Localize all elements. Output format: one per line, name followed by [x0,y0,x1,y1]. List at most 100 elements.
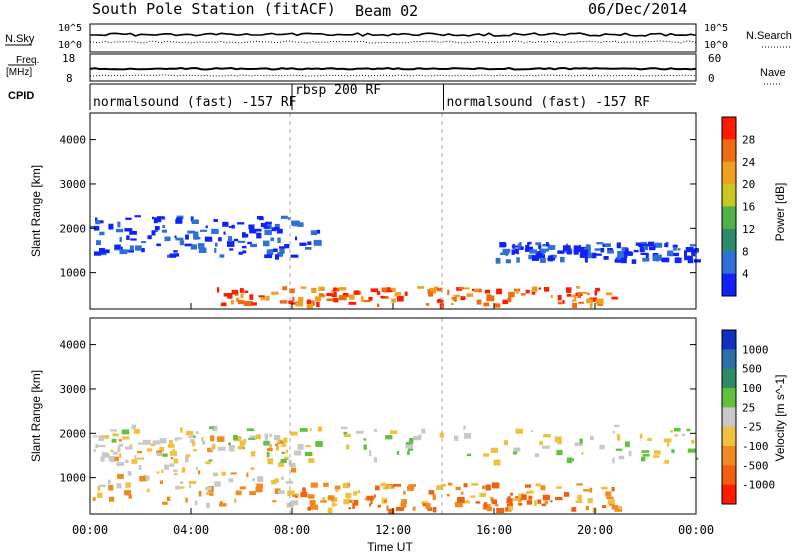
velocity-cell [484,502,488,509]
velocity-cell [129,444,133,449]
velocity-cell [534,500,537,506]
velocity-cell [228,446,235,452]
velocity-cell [188,435,193,439]
velocity-cell [428,490,435,495]
velocity-cell [390,430,398,434]
velocity-cell [385,435,393,440]
velocity-cell [144,477,147,482]
velocity-cell [138,465,142,470]
velocity-cell [576,483,583,486]
power-cell [318,286,325,291]
power-colorbar: 4 8 12 16 20 24 28 [721,116,756,297]
velocity-cell [257,476,264,482]
power-cell [577,292,581,299]
power-cell [547,245,556,250]
power-cell [603,256,609,260]
velocity-cell [228,478,234,483]
power-cell [684,255,691,261]
power-cell [540,250,546,254]
velocity-cell [159,446,165,452]
power-cell [466,293,474,297]
velocity-cell [164,464,169,470]
velocity-cell [589,488,593,493]
velocity-cell [216,436,225,442]
velocity-cell [512,451,518,455]
velocity-cell [320,500,327,503]
nsky-tick-bottom: 10^0 [58,40,82,51]
power-cell [353,290,360,295]
velocity-cell [455,486,461,491]
power-cell [116,228,124,233]
power-cell [190,244,197,250]
velocity-cell [652,455,660,458]
velocity-colorbar-tick: -25 [742,421,762,434]
velocity-cell [425,503,431,510]
power-cell [525,289,530,294]
velocity-cell [156,451,162,454]
power-cell [306,303,313,309]
power-cell [318,293,324,297]
velocity-cell [556,449,563,456]
velocity-cell [111,438,117,443]
velocity-cell [122,436,130,440]
power-cell [156,243,161,247]
power-cell [587,252,596,259]
velocity-cell [95,443,99,448]
power-cell [264,229,272,236]
velocity-cell [137,442,145,445]
velocity-cell [531,430,534,432]
power-cell [263,240,270,247]
x-tick-label: 08:00 [274,523,310,537]
power-colorbar-swatch [722,273,736,297]
velocity-cell [198,470,201,475]
velocity-cell [167,443,175,448]
power-cell [507,297,512,303]
velocity-cell [201,437,204,442]
velocity-cell [682,433,686,437]
power-cell [90,225,98,229]
velocity-cell [605,491,612,497]
velocity-cell [249,491,256,496]
velocity-cell [491,499,497,505]
power-cell [290,302,296,305]
velocity-cell [234,437,242,442]
velocity-cell [564,491,570,497]
power-colorbar-label: Power [dB] [773,183,787,242]
power-cell [162,225,165,228]
velocity-cell [581,452,584,455]
power-cell [642,257,650,262]
velocity-cell [185,454,191,457]
power-cell [130,238,137,241]
velocity-cell [507,496,511,500]
power-cell [275,254,279,260]
power-ylabel: Slant Range [km] [29,165,43,257]
velocity-cell [110,429,117,432]
velocity-cell [401,499,407,504]
velocity-cell [255,487,263,493]
velocity-cell [139,475,146,482]
nsky-series [90,32,697,37]
velocity-cell [269,433,272,437]
power-cell [124,228,133,232]
velocity-cell [281,476,284,480]
power-cell [531,255,540,261]
power-colorbar-tick: 16 [742,201,755,214]
velocity-cell [540,485,546,491]
velocity-cell [266,452,270,458]
velocity-cell [335,489,339,492]
power-cell [279,248,285,254]
velocity-cell [654,450,661,455]
velocity-cell [213,472,219,477]
velocity-cell [485,484,491,491]
velocity-cell [156,452,162,455]
velocity-cell [612,457,615,464]
velocity-cell [295,496,298,499]
velocity-cell [486,506,493,512]
velocity-cell [173,458,179,464]
velocity-cell [263,440,270,446]
velocity-cell [642,453,650,457]
velocity-cell [407,450,410,456]
velocity-cell [674,434,679,437]
power-cell [380,295,386,299]
velocity-cell [131,459,138,464]
